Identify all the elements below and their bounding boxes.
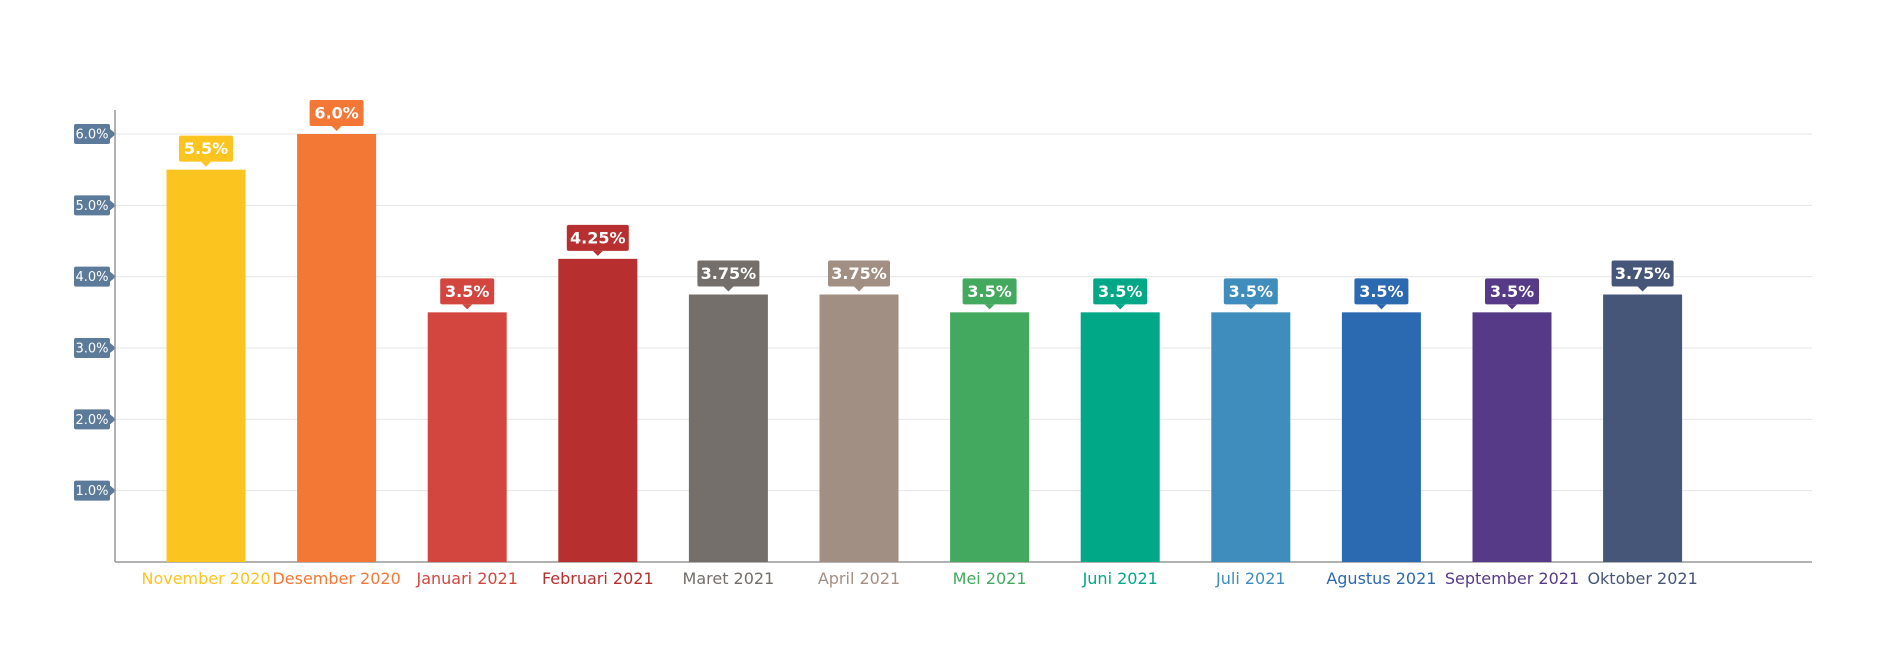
value-label: 3.5% [1359, 282, 1403, 301]
value-label-badge [566, 224, 629, 251]
value-label-pointer [1637, 286, 1648, 292]
value-label-badge [1485, 278, 1539, 305]
bar [688, 294, 768, 562]
value-label-badge [309, 100, 364, 126]
y-tick-pointer [110, 129, 116, 139]
value-label-pointer [984, 304, 995, 310]
value-label-pointer [1115, 304, 1126, 310]
value-label-badge [440, 278, 495, 305]
x-tick-label: Agustus 2021 [1326, 569, 1436, 588]
value-label: 6.0% [314, 104, 358, 123]
value-label-pointer [1376, 304, 1387, 310]
x-tick-label: Oktober 2021 [1587, 569, 1697, 588]
value-label-pointer [1245, 304, 1256, 310]
y-tick-label: 3.0% [75, 342, 108, 357]
y-tick-label: 5.0% [75, 199, 108, 214]
y-tick-pointer [110, 200, 116, 211]
value-label-pointer [592, 250, 603, 256]
y-tick-label: 4.0% [75, 270, 108, 285]
value-label: 3.5% [1490, 282, 1534, 301]
y-tick-badge [74, 266, 110, 287]
value-label: 3.75% [831, 264, 887, 283]
y-tick-badge [74, 338, 110, 358]
x-tick-label: Maret 2021 [683, 569, 775, 588]
value-label: 3.75% [1615, 264, 1671, 283]
x-tick-label: Februari 2021 [542, 569, 654, 588]
y-tick-badge [74, 124, 110, 144]
y-tick-badge [74, 409, 110, 430]
x-tick-label: November 2020 [141, 569, 270, 588]
bar [297, 134, 377, 562]
y-tick-label: 6.0% [75, 128, 108, 143]
value-label-badge [179, 135, 233, 162]
value-label-pointer [331, 126, 342, 131]
bar [558, 258, 638, 562]
value-label: 4.25% [570, 228, 626, 247]
value-label: 3.5% [1098, 282, 1142, 301]
value-label-pointer [462, 304, 473, 310]
y-tick-pointer [110, 414, 116, 425]
y-tick-pointer [110, 485, 116, 496]
x-tick-label: Mei 2021 [953, 569, 1027, 588]
y-tick-badge [74, 480, 110, 501]
value-label: 3.75% [701, 264, 757, 283]
value-label-badge [1223, 278, 1278, 305]
y-tick-pointer [110, 271, 116, 282]
y-tick-badge [74, 195, 110, 216]
bar [166, 169, 246, 562]
bar [427, 312, 507, 562]
x-tick-label: Januari 2021 [415, 569, 517, 588]
bar [1080, 312, 1160, 562]
value-label: 3.5% [967, 282, 1011, 301]
value-label: 3.5% [445, 282, 489, 301]
bar [1341, 312, 1421, 562]
value-label-badge [1354, 278, 1409, 305]
y-tick-label: 1.0% [75, 484, 108, 499]
value-label-badge [1093, 278, 1148, 305]
value-label-pointer [723, 286, 734, 292]
bar [1603, 294, 1683, 562]
bar [1211, 312, 1291, 562]
value-label: 3.5% [1229, 282, 1273, 301]
y-tick-label: 2.0% [75, 413, 108, 428]
bar [1472, 312, 1552, 562]
value-label-pointer [1507, 304, 1517, 310]
y-tick-pointer [110, 343, 116, 353]
value-label-badge [828, 260, 890, 287]
x-tick-label: Juni 2021 [1082, 569, 1158, 588]
value-label-pointer [201, 161, 211, 167]
x-tick-label: Juli 2021 [1215, 569, 1286, 588]
value-label-badge [697, 260, 760, 287]
x-tick-label: September 2021 [1445, 569, 1579, 588]
value-label-pointer [854, 286, 864, 292]
value-label-badge [962, 278, 1017, 305]
bar [950, 312, 1030, 562]
value-label-badge [1611, 260, 1674, 287]
x-tick-label: Desember 2020 [272, 569, 400, 588]
value-label: 5.5% [184, 139, 228, 158]
bar [819, 294, 899, 562]
x-tick-label: April 2021 [818, 569, 900, 588]
